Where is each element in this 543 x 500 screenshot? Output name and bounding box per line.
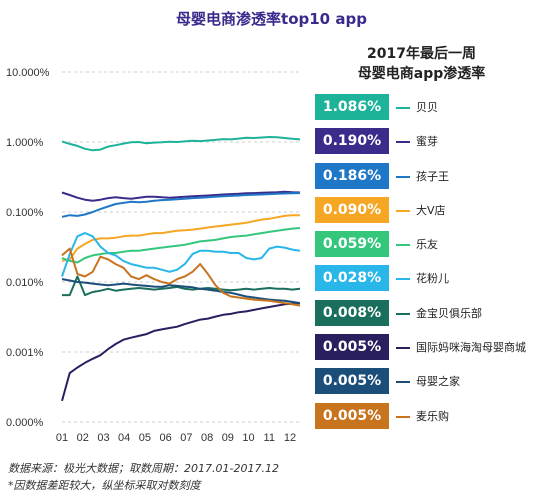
x-tick-label: 08 xyxy=(201,432,213,444)
legend-item: 0.090% 大V店 xyxy=(315,195,543,229)
chart-grid xyxy=(62,71,300,423)
legend-item: 0.186% 孩子王 xyxy=(315,161,543,195)
x-tick-label: 02 xyxy=(77,432,89,444)
legend-item: 0.190% 蜜芽 xyxy=(315,126,543,160)
legend-line-swatch xyxy=(396,278,410,281)
legend-series-name: 金宝贝俱乐部 xyxy=(416,306,482,320)
y-tick-label: 10.000% xyxy=(6,67,50,79)
y-tick-label: 0.000% xyxy=(6,417,44,429)
legend-value-badge: 0.005% xyxy=(315,334,389,361)
y-tick-label: 0.001% xyxy=(6,347,44,359)
legend-line-swatch xyxy=(396,312,410,315)
legend-value-badge: 0.028% xyxy=(315,265,389,292)
series-line xyxy=(61,232,301,277)
series-line xyxy=(61,302,301,402)
legend-value-badge: 1.086% xyxy=(315,94,389,120)
legend-line-swatch xyxy=(396,415,410,418)
legend-value-badge: 0.186% xyxy=(315,162,389,189)
legend-series-name: 孩子王 xyxy=(416,169,449,183)
series-line xyxy=(62,275,301,297)
series-line xyxy=(61,136,301,152)
legend-series-name: 乐友 xyxy=(416,238,438,252)
y-axis-ticks: 10.000% 1.000% 0.100% 0.010% 0.001% 0.000% xyxy=(6,67,50,429)
x-tick-label: 09 xyxy=(222,432,234,444)
legend-title: 2017年最后一周 母婴电商app渗透率 xyxy=(300,44,543,84)
legend-value-badge: 0.059% xyxy=(315,231,389,258)
x-tick-label: 05 xyxy=(139,432,151,444)
legend-series-name: 花粉儿 xyxy=(416,272,449,286)
series-line xyxy=(61,190,301,202)
chart-title: 母婴电商渗透率top10 app xyxy=(176,10,367,28)
legend-line-swatch xyxy=(396,107,410,109)
x-tick-label: 10 xyxy=(242,432,254,444)
legend-line-swatch xyxy=(396,209,410,212)
legend-value-badge: 0.005% xyxy=(315,368,389,395)
footnote-log-scale: *因数据差距较大，纵坐标采取对数刻度 xyxy=(8,479,201,492)
y-tick-label: 1.000% xyxy=(6,137,44,149)
legend-item: 0.005% 母婴之家 xyxy=(315,366,543,400)
series-line xyxy=(61,214,300,262)
legend-value-badge: 0.008% xyxy=(315,299,389,326)
x-tick-label: 03 xyxy=(97,432,109,444)
legend-series-name: 贝贝 xyxy=(416,101,438,114)
legend-series-name: 国际妈咪海淘母婴商城 xyxy=(416,341,526,355)
chart-series-lines xyxy=(61,136,301,402)
legend-line-swatch xyxy=(396,175,410,178)
legend-item: 1.086% 贝贝 xyxy=(315,92,543,126)
legend-line-swatch xyxy=(396,347,410,350)
legend-item: 0.059% 乐友 xyxy=(315,229,543,263)
legend-item: 0.005% 国际妈咪海淘母婴商城 xyxy=(315,332,543,366)
legend-item: 0.008% 金宝贝俱乐部 xyxy=(315,298,543,332)
legend-value-badge: 0.005% xyxy=(315,402,389,429)
series-line xyxy=(61,278,301,305)
x-tick-label: 11 xyxy=(264,432,275,444)
x-axis-ticks: 01 02 03 04 05 06 07 08 09 10 11 12 xyxy=(56,432,296,444)
legend: 1.086% 贝贝 0.190% 蜜芽 0.186% 孩子王 0.090% 大V店 0.059%… xyxy=(315,92,543,435)
legend-title-line1: 2017年最后一周 xyxy=(367,46,476,62)
legend-item: 0.005% 麦乐购 xyxy=(315,401,543,435)
legend-line-swatch xyxy=(396,141,410,144)
y-tick-label: 0.010% xyxy=(6,277,44,289)
series-line xyxy=(61,247,301,307)
legend-line-swatch xyxy=(396,381,410,384)
x-tick-label: 06 xyxy=(160,432,172,444)
legend-value-badge: 0.190% xyxy=(315,128,389,155)
footnote-source: 数据来源：极光大数据；取数周期：2017.01-2017.12 xyxy=(8,462,279,475)
series-line xyxy=(61,227,301,264)
legend-series-name: 麦乐购 xyxy=(416,409,449,423)
x-tick-label: 12 xyxy=(284,432,296,444)
y-tick-label: 0.100% xyxy=(6,207,44,219)
x-tick-label: 04 xyxy=(118,432,130,444)
legend-series-name: 母婴之家 xyxy=(416,375,460,389)
legend-series-name: 大V店 xyxy=(416,203,446,217)
legend-item: 0.028% 花粉儿 xyxy=(315,263,543,297)
legend-title-line2: 母婴电商app渗透率 xyxy=(357,66,486,82)
legend-series-name: 蜜芽 xyxy=(416,135,438,149)
legend-value-badge: 0.090% xyxy=(315,196,389,223)
x-tick-label: 01 xyxy=(56,432,68,444)
x-tick-label: 07 xyxy=(180,432,192,444)
legend-line-swatch xyxy=(396,244,410,247)
series-line xyxy=(61,192,301,218)
